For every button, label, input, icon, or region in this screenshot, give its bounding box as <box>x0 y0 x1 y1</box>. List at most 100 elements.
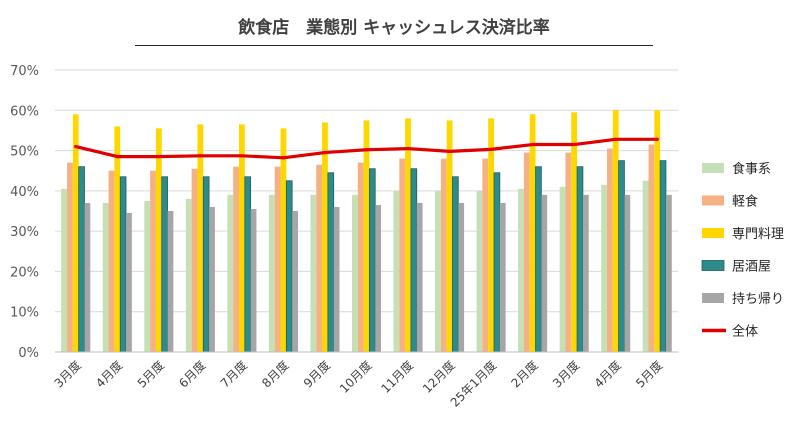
bar <box>488 118 495 352</box>
line-point <box>364 148 369 152</box>
bar <box>648 144 655 352</box>
bar <box>72 114 79 352</box>
bar <box>659 160 667 353</box>
bar <box>233 166 239 352</box>
x-tick-label: 12月度 <box>419 358 457 396</box>
bar <box>393 190 400 352</box>
y-tick-label: 50% <box>10 145 39 160</box>
line-point <box>281 156 286 160</box>
bar <box>416 202 423 352</box>
y-tick-label: 10% <box>10 306 39 321</box>
legend-label: 居酒屋 <box>732 260 771 275</box>
line-point <box>447 149 452 153</box>
bar <box>363 120 370 352</box>
x-tick-label: 5月度 <box>632 358 665 391</box>
bar <box>410 168 418 353</box>
bar <box>369 168 376 353</box>
x-tick-label: 4月度 <box>591 358 624 391</box>
bar <box>624 194 631 352</box>
legend-label: 全体 <box>732 324 758 340</box>
bar <box>119 176 127 353</box>
bar <box>197 124 204 352</box>
bar <box>167 211 174 352</box>
legend-label: 専門料理 <box>732 227 784 242</box>
bar <box>150 170 156 352</box>
y-tick-label: 20% <box>10 265 39 280</box>
x-tick-label: 10月度 <box>336 358 374 396</box>
bar <box>529 114 536 352</box>
bar <box>446 120 453 352</box>
bar <box>274 166 281 352</box>
x-tick-label: 7月度 <box>217 358 250 391</box>
bar <box>654 110 661 353</box>
bar <box>144 200 151 352</box>
bar <box>250 208 257 352</box>
x-tick-label: 11月度 <box>378 358 416 396</box>
bar <box>351 194 358 352</box>
x-tick-label: 3月度 <box>549 358 582 391</box>
line-point <box>572 142 576 147</box>
bar <box>292 211 298 352</box>
bar <box>476 190 483 352</box>
line-point <box>74 144 78 149</box>
line-point <box>198 154 202 158</box>
bar <box>209 206 215 352</box>
legend-swatch <box>702 195 724 206</box>
bar <box>244 176 252 353</box>
bar <box>601 184 607 352</box>
legend-label: 軽食 <box>732 194 758 210</box>
y-tick-label: 70% <box>10 64 39 79</box>
bar <box>191 168 198 352</box>
bar <box>458 202 465 352</box>
bar <box>227 194 234 352</box>
bar <box>114 126 121 353</box>
bar <box>185 198 192 352</box>
bar <box>333 206 340 352</box>
bar <box>310 194 317 352</box>
bar <box>67 162 73 352</box>
bar <box>238 124 245 352</box>
bar <box>61 188 68 352</box>
line-point <box>240 154 244 158</box>
title-underline <box>135 45 653 46</box>
bar <box>375 204 382 352</box>
x-tick-label: 4月度 <box>92 358 125 391</box>
bar <box>285 180 293 353</box>
bar <box>435 190 441 352</box>
bar <box>280 128 287 352</box>
legend-swatch <box>701 260 725 271</box>
y-tick-label: 30% <box>10 225 39 240</box>
bar <box>452 176 459 353</box>
bar <box>576 166 584 353</box>
bar <box>523 152 530 352</box>
bar <box>559 186 566 352</box>
bar <box>316 164 323 352</box>
legend-swatch <box>702 293 724 303</box>
bar <box>126 213 132 352</box>
bar <box>405 118 411 352</box>
bar <box>482 158 489 352</box>
bar <box>268 194 275 352</box>
line-point <box>406 146 410 151</box>
bar <box>565 152 572 352</box>
y-tick-label: 0% <box>18 346 39 361</box>
bar <box>493 172 501 353</box>
line-point <box>157 155 161 159</box>
bar <box>202 176 210 353</box>
legend-label: 持ち帰り <box>732 291 784 307</box>
bar <box>84 202 91 352</box>
legend-swatch <box>702 163 724 173</box>
bar <box>399 158 406 352</box>
bar <box>78 166 85 353</box>
bar <box>322 122 328 352</box>
bar <box>606 148 613 352</box>
x-tick-label: 3月度 <box>51 358 84 391</box>
bar <box>535 166 542 353</box>
chart-title: 飲食店 業態別 キャッシュレス決済比率 <box>238 18 550 38</box>
y-tick-label: 40% <box>10 185 39 200</box>
x-tick-label: 5月度 <box>134 358 167 391</box>
x-tick-label: 9月度 <box>300 358 333 391</box>
bar <box>612 110 619 353</box>
legend-label: 食事系 <box>732 161 771 177</box>
